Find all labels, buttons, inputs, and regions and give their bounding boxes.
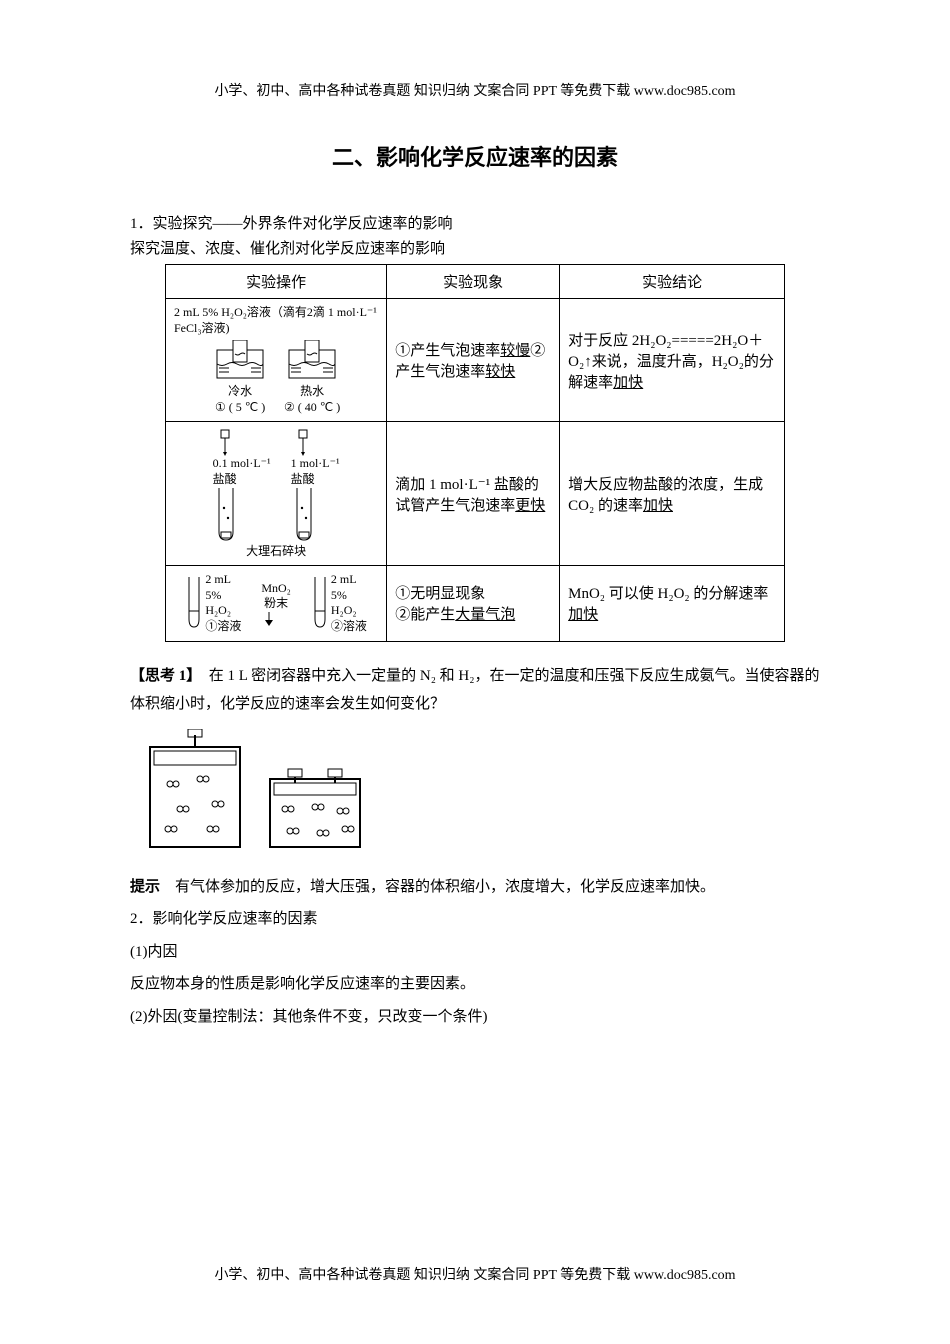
cell-observation-1: ①产生气泡速率较慢②产生气泡速率较快 [387, 299, 560, 422]
hint-text: 有气体参加的反应，增大压强，容器的体积缩小，浓度增大，化学反应速率加快。 [160, 879, 715, 895]
obs3-l1: ①无明显现象 [395, 582, 551, 603]
section-1-subheading: 探究温度、浓度、催化剂对化学反应速率的影响 [130, 237, 820, 258]
obs3-l2-u: 大量气泡 [455, 607, 515, 623]
piston-container-icon [130, 729, 370, 859]
tube-1-icon [185, 577, 203, 629]
con1-pre: 对于反应 2H₂O₂=====2H₂O＋O₂↑来说，温度升高，H₂O₂的分解速率 [568, 333, 774, 391]
section-2a-text: 反应物本身的性质是影响化学反应速率的主要因素。 [130, 970, 820, 999]
obs2-u: 更快 [515, 498, 545, 514]
obs1-pre1: ①产生气泡速率 [395, 343, 500, 359]
section-2-heading: 2．影响化学反应速率的因素 [130, 905, 820, 934]
op3-mid-l2: 粉末 [261, 596, 291, 612]
think-label: 【思考 1】 [130, 668, 194, 684]
op1-left-temp: ① ( 5 ℃ ) [211, 400, 269, 416]
arrow-down-icon [261, 612, 277, 626]
tube-left-icon [213, 488, 239, 542]
beaker-cold-icon [211, 340, 269, 384]
op1-label-line2: FeCl₃溶液) [174, 321, 378, 337]
op1-right-temp: ② ( 40 ℃ ) [283, 400, 341, 416]
table-row: 2 mL 5% H₂O₂溶液（滴有2滴 1 mol·L⁻¹ FeCl₃溶液) [166, 299, 785, 422]
section-2b-label: (2)外因(变量控制法：其他条件不变，只改变一个条件) [130, 1003, 820, 1032]
op3-right-l1: 2 mL [331, 572, 367, 588]
th-conclusion: 实验结论 [560, 265, 785, 299]
op2-left-acid: 盐酸 [213, 472, 271, 488]
cell-operation-1: 2 mL 5% H₂O₂溶液（滴有2滴 1 mol·L⁻¹ FeCl₃溶液) [166, 299, 387, 422]
cell-conclusion-3: MnO₂ 可以使 H₂O₂ 的分解速率加快 [560, 566, 785, 641]
con1-u: 加快 [613, 375, 643, 391]
op3-right-l4: ②溶液 [331, 619, 367, 635]
op1-label-line1: 2 mL 5% H₂O₂溶液（滴有2滴 1 mol·L⁻¹ [174, 305, 378, 321]
op1-left-label: 冷水 [228, 384, 252, 398]
op1-right-label: 热水 [300, 384, 324, 398]
op2-right-conc: 1 mol·L⁻¹ [291, 456, 340, 472]
dropper-right-icon [291, 428, 315, 456]
page-title: 二、影响化学反应速率的因素 [130, 140, 820, 172]
hint-label: 提示 [130, 879, 160, 895]
cell-operation-3: 2 mL 5% H₂O₂ ①溶液 MnO₂ 粉末 [166, 566, 387, 641]
th-operation: 实验操作 [166, 265, 387, 299]
section-1-heading: 1．实验探究——外界条件对化学反应速率的影响 [130, 212, 820, 233]
piston-diagram [130, 729, 820, 859]
con3-u: 加快 [568, 607, 598, 623]
think-paragraph: 【思考 1】 在 1 L 密闭容器中充入一定量的 N₂ 和 H₂，在一定的温度和… [130, 662, 820, 719]
cell-conclusion-1: 对于反应 2H₂O₂=====2H₂O＋O₂↑来说，温度升高，H₂O₂的分解速率… [560, 299, 785, 422]
con3-pre: MnO₂ 可以使 H₂O₂ 的分解速率 [568, 586, 768, 602]
table-row: 0.1 mol·L⁻¹ 盐酸 [166, 422, 785, 566]
beaker-hot-icon [283, 340, 341, 384]
obs3-l2-pre: ②能产生 [395, 607, 455, 623]
obs1-u1: 较慢 [500, 343, 530, 359]
tube-2-icon [311, 577, 329, 629]
op2-left-conc: 0.1 mol·L⁻¹ [213, 456, 271, 472]
op3-left-l4: ①溶液 [205, 619, 241, 635]
op3-right-l2: 5% [331, 588, 367, 604]
op3-left-l3: H₂O₂ [205, 603, 241, 619]
table-header-row: 实验操作 实验现象 实验结论 [166, 265, 785, 299]
tube-right-icon [291, 488, 317, 542]
cell-observation-3: ①无明显现象 ②能产生大量气泡 [387, 566, 560, 641]
op3-left-l1: 2 mL [205, 572, 241, 588]
op2-bottom-label: 大理石碎块 [174, 544, 378, 560]
cell-observation-2: 滴加 1 mol·L⁻¹ 盐酸的试管产生气泡速率更快 [387, 422, 560, 566]
experiment-table: 实验操作 实验现象 实验结论 2 mL 5% H₂O₂溶液（滴有2滴 1 mol… [165, 264, 785, 642]
dropper-left-icon [213, 428, 237, 456]
think-text: 在 1 L 密闭容器中充入一定量的 N₂ 和 H₂，在一定的温度和压强下反应生成… [130, 668, 820, 713]
cell-conclusion-2: 增大反应物盐酸的浓度，生成 CO₂ 的速率加快 [560, 422, 785, 566]
page: 小学、初中、高中各种试卷真题 知识归纳 文案合同 PPT 等免费下载 www.d… [0, 0, 950, 1344]
obs1-u2: 较快 [485, 364, 515, 380]
op2-right-acid: 盐酸 [291, 472, 340, 488]
section-2a-label: (1)内因 [130, 938, 820, 967]
hint-paragraph: 提示 有气体参加的反应，增大压强，容器的体积缩小，浓度增大，化学反应速率加快。 [130, 873, 820, 902]
page-footer: 小学、初中、高中各种试卷真题 知识归纳 文案合同 PPT 等免费下载 www.d… [0, 1264, 950, 1284]
op3-mid-l1: MnO₂ [261, 581, 291, 597]
con2-u: 加快 [643, 498, 673, 514]
op3-right-l3: H₂O₂ [331, 603, 367, 619]
page-header: 小学、初中、高中各种试卷真题 知识归纳 文案合同 PPT 等免费下载 www.d… [130, 80, 820, 100]
cell-operation-2: 0.1 mol·L⁻¹ 盐酸 [166, 422, 387, 566]
table-row: 2 mL 5% H₂O₂ ①溶液 MnO₂ 粉末 [166, 566, 785, 641]
op3-left-l2: 5% [205, 588, 241, 604]
th-observation: 实验现象 [387, 265, 560, 299]
